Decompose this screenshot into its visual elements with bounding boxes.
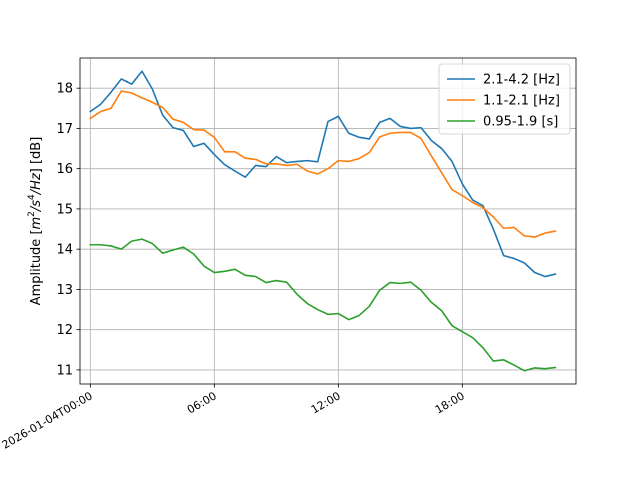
y-tick-label: 14 [56, 243, 73, 258]
y-tick-label: 12 [56, 323, 73, 338]
y-tick-label: 13 [56, 283, 73, 298]
legend-label: 2.1-4.2 [Hz] [483, 73, 560, 88]
y-tick-label: 17 [56, 122, 73, 137]
legend: 2.1-4.2 [Hz] 1.1-2.1 [Hz] 0.95-1.9 [s] [438, 63, 571, 135]
legend-label: 0.95-1.9 [s] [483, 115, 558, 130]
y-axis: 11 12 13 14 15 16 17 18 [56, 82, 80, 378]
y-tick-label: 16 [56, 162, 73, 177]
y-tick-label: 18 [56, 82, 73, 97]
plot-frame [79, 57, 577, 385]
y-tick-label: 11 [56, 363, 73, 378]
y-axis-label: Amplitude [m2/s4/Hz] [dB] [27, 137, 44, 306]
legend-label: 1.1-2.1 [Hz] [483, 94, 560, 109]
legend-box [438, 63, 571, 135]
y-tick-label: 15 [56, 202, 73, 217]
series-lines [89, 70, 557, 372]
series-line-1 [89, 70, 557, 278]
series-line-2 [89, 90, 557, 238]
series-line-3 [89, 238, 557, 372]
